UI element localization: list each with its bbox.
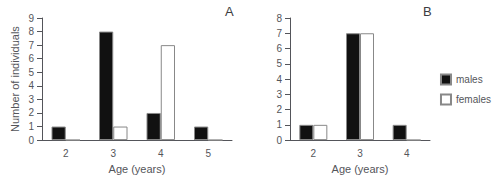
svg-text:B: B (423, 4, 432, 19)
svg-text:9: 9 (28, 13, 34, 24)
svg-text:5: 5 (276, 58, 282, 69)
svg-text:A: A (225, 4, 234, 19)
svg-text:Number of individuals: Number of individuals (9, 26, 21, 132)
svg-text:2: 2 (276, 104, 282, 115)
svg-text:6: 6 (28, 53, 34, 64)
svg-text:4: 4 (404, 148, 410, 159)
svg-text:0: 0 (28, 135, 34, 146)
svg-text:6: 6 (276, 43, 282, 54)
svg-text:3: 3 (276, 89, 282, 100)
svg-text:5: 5 (205, 148, 211, 159)
svg-text:females: females (456, 94, 491, 105)
svg-text:4: 4 (158, 148, 164, 159)
svg-text:3: 3 (28, 94, 34, 105)
svg-text:2: 2 (63, 148, 69, 159)
svg-text:Age (years): Age (years) (109, 163, 166, 175)
svg-text:2: 2 (28, 107, 34, 118)
svg-text:1: 1 (276, 119, 282, 130)
svg-text:3: 3 (110, 148, 116, 159)
svg-text:4: 4 (28, 80, 34, 91)
svg-text:8: 8 (28, 26, 34, 37)
svg-text:2: 2 (311, 148, 317, 159)
svg-text:5: 5 (28, 67, 34, 78)
svg-text:Age (years): Age (years) (332, 163, 389, 175)
svg-text:7: 7 (28, 40, 34, 51)
svg-text:8: 8 (276, 13, 282, 24)
svg-text:males: males (456, 74, 483, 85)
svg-text:7: 7 (276, 28, 282, 39)
svg-text:1: 1 (28, 121, 34, 132)
svg-text:4: 4 (276, 74, 282, 85)
svg-text:3: 3 (357, 148, 363, 159)
svg-text:0: 0 (276, 135, 282, 146)
